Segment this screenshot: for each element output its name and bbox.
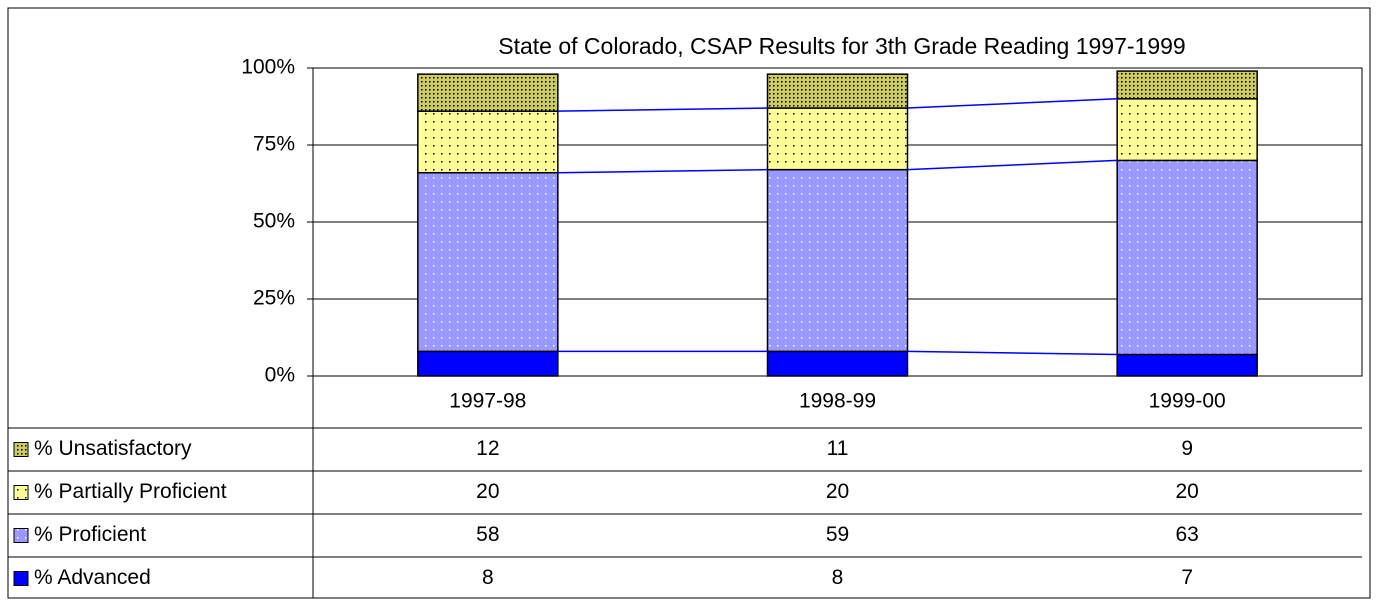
- bar-segment: [1116, 159, 1258, 356]
- table-value: 7: [1181, 566, 1193, 589]
- bar-segment: [1116, 70, 1258, 100]
- legend-key: [13, 442, 29, 457]
- legend-label: % Proficient: [34, 523, 146, 546]
- bar-segment: [766, 168, 909, 353]
- series-line: [557, 107, 768, 112]
- legend-key: [13, 528, 29, 543]
- series-line: [907, 350, 1118, 356]
- y-tick-label: 100%: [241, 56, 295, 79]
- table-value: 58: [476, 523, 499, 546]
- bar-segment: [417, 110, 559, 174]
- x-tick-label: 1999-00: [1149, 390, 1226, 413]
- bar-segment: [766, 107, 909, 171]
- bar-segment: [1116, 353, 1258, 377]
- legend-key: [13, 485, 29, 500]
- legend-label: % Unsatisfactory: [34, 437, 192, 460]
- table-value: 20: [826, 480, 849, 503]
- series-line: [557, 168, 768, 174]
- table-value: 63: [1175, 523, 1198, 546]
- table-value: 9: [1181, 437, 1193, 460]
- y-tick-label: 0%: [265, 364, 295, 387]
- bar-segment: [417, 350, 559, 377]
- legend-label: % Partially Proficient: [34, 480, 227, 503]
- x-tick-label: 1998-99: [799, 390, 876, 413]
- table-value: 20: [476, 480, 499, 503]
- y-tick-label: 50%: [253, 210, 295, 233]
- x-tick-label: 1997-98: [449, 390, 526, 413]
- bar-segment: [417, 171, 559, 353]
- y-tick-label: 25%: [253, 287, 295, 310]
- table-value: 59: [826, 523, 849, 546]
- bar-segment: [766, 73, 909, 109]
- table-value: 20: [1175, 480, 1198, 503]
- series-line: [907, 98, 1118, 109]
- series-line: [907, 159, 1118, 171]
- table-value: 8: [482, 566, 494, 589]
- bar-segment: [417, 73, 559, 112]
- chart-title: State of Colorado, CSAP Results for 3th …: [498, 33, 1185, 59]
- bar-segment: [766, 350, 909, 377]
- bar-segment: [1116, 98, 1258, 162]
- table-value: 8: [832, 566, 844, 589]
- table-value: 11: [827, 437, 849, 460]
- y-tick-label: 75%: [253, 133, 295, 156]
- table-value: 12: [476, 437, 499, 460]
- legend-key: [13, 571, 29, 586]
- legend-label: % Advanced: [34, 566, 151, 589]
